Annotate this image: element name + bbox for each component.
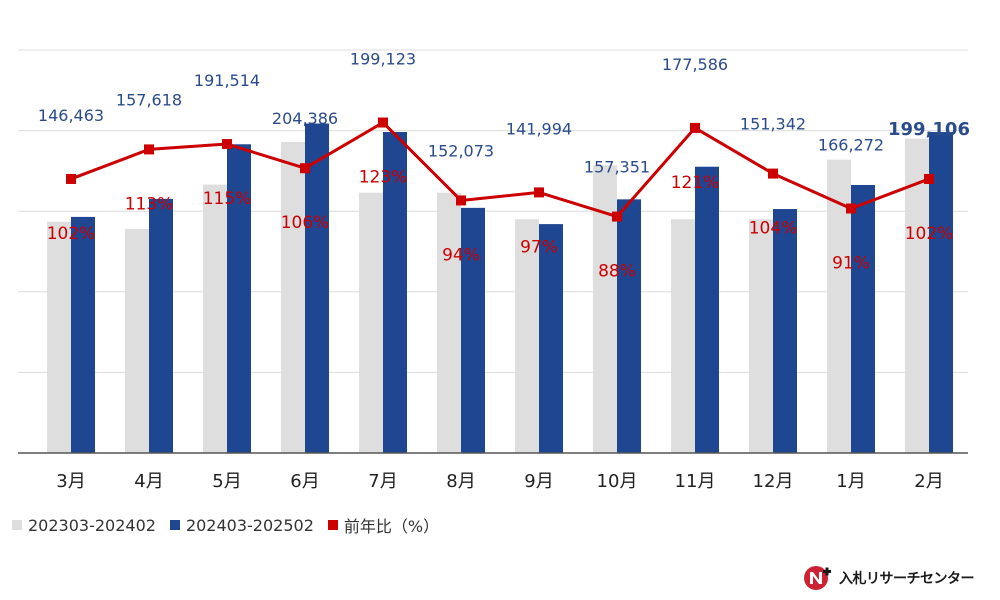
bar-current-year xyxy=(539,224,563,453)
bar-current-year xyxy=(71,216,95,453)
bar-current-year xyxy=(617,199,641,453)
legend-label-current-year: 202403-202502 xyxy=(185,515,314,535)
value-label: 199,123 xyxy=(350,50,416,69)
brand-logo-text: 入札リサーチセンター xyxy=(839,571,975,587)
legend-label-prev-year: 202303-202402 xyxy=(28,515,156,535)
x-tick-label: 2月 xyxy=(914,471,943,492)
bar-prev-year xyxy=(203,184,227,454)
legend-item-yoy: 前年比（%） xyxy=(327,513,440,537)
yoy-point xyxy=(534,187,544,198)
x-tick-label: 1月 xyxy=(836,471,865,492)
bar-prev-year xyxy=(515,219,539,453)
brand-logo-icon xyxy=(804,566,831,590)
legend-swatch-yoy xyxy=(327,520,338,530)
yoy-point xyxy=(612,211,622,222)
yoy-point xyxy=(378,117,388,128)
bar-prev-year xyxy=(437,192,461,454)
bar-prev-year xyxy=(281,141,305,453)
yoy-percent-label: 115% xyxy=(203,189,252,209)
value-label: 141,994 xyxy=(506,119,572,138)
yoy-percent-label: 94% xyxy=(442,245,480,265)
yoy-point xyxy=(222,139,232,150)
legend-label-yoy: 前年比（%） xyxy=(343,517,440,536)
yoy-percent-label: 104% xyxy=(749,219,798,239)
bar-prev-year xyxy=(359,192,383,454)
x-tick-label: 4月 xyxy=(134,471,163,492)
yoy-point xyxy=(690,122,700,133)
bar-current-year xyxy=(851,184,875,453)
bar-prev-year xyxy=(671,219,695,453)
bar-prev-year xyxy=(593,165,617,453)
x-tick-label: 6月 xyxy=(290,471,319,492)
yoy-percent-label: 123% xyxy=(359,168,408,188)
bar-prev-year xyxy=(749,219,773,453)
bar-current-year xyxy=(461,207,485,453)
yoy-percent-label: 106% xyxy=(281,213,330,233)
x-tick-label: 5月 xyxy=(212,471,241,492)
legend-swatch-current-year xyxy=(169,520,180,530)
x-tick-label: 12月 xyxy=(753,471,794,492)
value-label: 157,351 xyxy=(584,158,650,177)
value-label: 199,106 xyxy=(888,119,970,140)
bar-current-year xyxy=(929,132,953,453)
legend-item-current-year: 202403-202502 xyxy=(169,515,314,535)
yoy-point xyxy=(768,168,778,179)
value-label: 146,463 xyxy=(38,106,104,125)
value-label: 191,514 xyxy=(194,71,260,90)
x-tick-label: 11月 xyxy=(675,471,716,492)
yoy-percent-label: 88% xyxy=(598,262,636,282)
yoy-percent-label: 113% xyxy=(125,194,174,214)
value-label: 177,586 xyxy=(662,55,728,74)
value-label: 157,618 xyxy=(116,90,182,109)
bar-prev-year xyxy=(125,228,149,453)
yoy-point xyxy=(456,195,466,206)
value-label: 151,342 xyxy=(740,115,806,134)
yoy-percent-label: 91% xyxy=(832,254,870,274)
yoy-percent-label: 102% xyxy=(905,224,954,244)
x-tick-label: 8月 xyxy=(446,471,475,492)
bar-current-year xyxy=(773,209,797,453)
x-tick-label: 3月 xyxy=(56,471,85,492)
yoy-line xyxy=(70,121,930,219)
bar-current-year xyxy=(149,198,173,453)
bar-prev-year xyxy=(905,138,929,453)
yoy-percent-label: 121% xyxy=(671,173,720,193)
x-tick-label: 9月 xyxy=(524,471,553,492)
legend-swatch-prev-year xyxy=(12,520,22,530)
chart: 3月 4月 5月 6月 7月 8月 9月 10月 11月 12月 1月 2月 102% 113% 115% 1… xyxy=(18,49,970,492)
yoy-percent-label: 102% xyxy=(47,224,96,244)
x-tick-label: 10月 xyxy=(597,471,638,492)
bar-current-year xyxy=(383,132,407,453)
bar-current-year xyxy=(227,144,251,454)
yoy-point xyxy=(66,173,76,184)
yoy-percent-label: 97% xyxy=(520,237,558,257)
legend-item-prev-year: 202303-202402 xyxy=(12,516,156,535)
bar-current-year xyxy=(305,123,329,453)
yoy-point xyxy=(300,163,310,174)
yoy-point xyxy=(144,144,154,155)
yoy-point xyxy=(846,203,856,214)
value-label: 152,073 xyxy=(428,141,494,160)
brand-logo: 入札リサーチセンター xyxy=(803,564,975,592)
bar-current-year xyxy=(695,166,719,453)
legend: 202303-202402 202403-202502 前年比（%） xyxy=(12,513,453,537)
yoy-point xyxy=(924,173,934,184)
x-tick-label: 7月 xyxy=(368,471,397,492)
value-label: 166,272 xyxy=(818,136,884,155)
bar-prev-year xyxy=(47,221,71,453)
value-label: 204,386 xyxy=(272,109,338,128)
